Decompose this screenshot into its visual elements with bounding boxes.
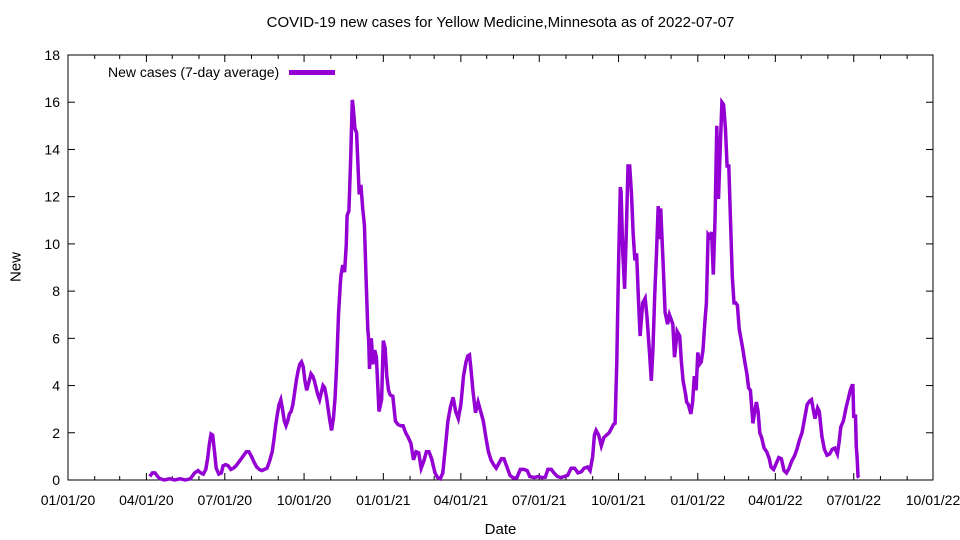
plot-frame: [67, 54, 934, 481]
x-tick-label: 01/01/20: [41, 492, 96, 508]
x-tick-label: 04/01/21: [434, 492, 489, 508]
y-tick-label: 16: [44, 94, 60, 110]
x-tick-label: 04/01/22: [748, 492, 803, 508]
y-tick-label: 12: [44, 189, 60, 205]
y-axis-label: New: [7, 251, 25, 283]
x-tick-label: 07/01/22: [826, 492, 881, 508]
x-tick-label: 07/01/20: [198, 492, 253, 508]
y-tick-label: 10: [44, 236, 60, 252]
x-tick-label: 01/01/21: [356, 492, 411, 508]
y-tick-label: 4: [52, 378, 60, 394]
x-tick-label: 10/01/20: [277, 492, 332, 508]
x-tick-label: 10/01/22: [906, 492, 960, 508]
y-axis-ticks: 0 2 4 6 8 10 12 14 16 18: [44, 47, 933, 488]
legend-line-swatch: [289, 69, 336, 75]
y-tick-label: 0: [52, 472, 60, 488]
x-tick-label: 04/01/20: [119, 492, 174, 508]
y-tick-label: 2: [52, 425, 60, 441]
y-tick-label: 6: [52, 330, 60, 346]
x-axis-ticks: 01/01/20 04/01/20 07/01/20 10/01/20 01/01/21…: [41, 55, 960, 508]
x-axis-label: Date: [484, 521, 517, 538]
series-line-new-cases: [148, 96, 861, 482]
y-tick-label: 18: [44, 47, 60, 63]
y-tick-label: 14: [44, 141, 60, 157]
x-tick-label: 01/01/22: [671, 492, 726, 508]
y-tick-label: 8: [52, 283, 60, 299]
chart-title: COVID-19 new cases for Yellow Medicine,M…: [266, 14, 735, 31]
x-axis-minor-ticks: [94, 55, 908, 480]
legend-label: New cases (7-day average): [108, 64, 280, 80]
x-tick-label: 07/01/21: [512, 492, 567, 508]
legend: New cases (7-day average): [108, 64, 336, 80]
x-tick-label: 10/01/21: [591, 492, 646, 508]
